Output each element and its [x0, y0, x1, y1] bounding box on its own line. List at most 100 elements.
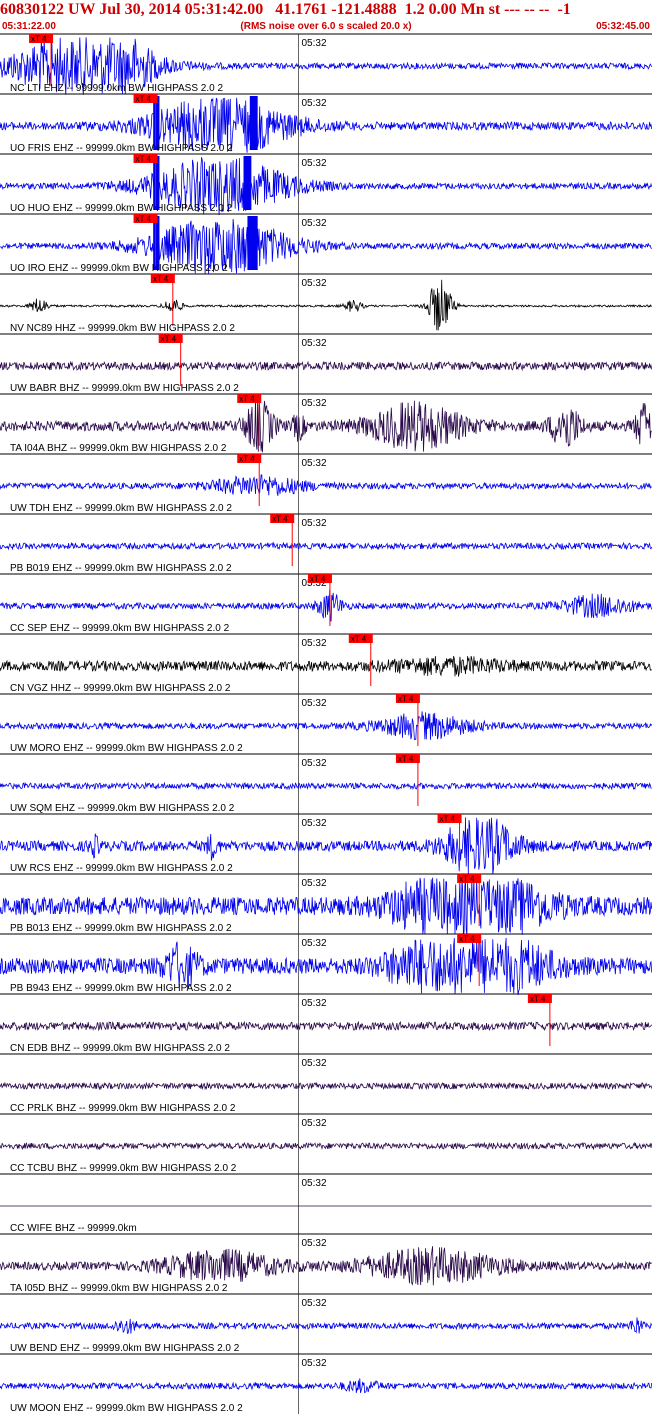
- waveform-trace: [0, 37, 652, 95]
- rms-note-label: (RMS noise over 6.0 s scaled 20.0 x): [240, 21, 412, 32]
- clipped-signal: [153, 156, 160, 210]
- pick-flag-label: xT 4: [398, 755, 414, 764]
- waveform-trace: [0, 360, 652, 372]
- pick-flag-label: xT 4: [530, 995, 546, 1004]
- pick-flag-label: xT 4: [161, 335, 177, 344]
- station-label: CC SEP EHZ -- 99999.0km BW HIGHPASS 2.0 …: [10, 623, 230, 634]
- station-label: NV NC89 HHZ -- 99999.0km BW HIGHPASS 2.0…: [10, 323, 235, 334]
- station-label: CN VGZ HHZ -- 99999.0km BW HIGHPASS 2.0 …: [10, 683, 231, 694]
- pick-flag: [237, 394, 262, 403]
- time-tick-label: 05:32: [302, 1178, 327, 1189]
- pick-flag: [348, 634, 373, 643]
- station-label: UW MOON EHZ -- 99999.0km BW HIGHPASS 2.0…: [10, 1403, 243, 1414]
- station-label: CC TCBU BHZ -- 99999.0km BW HIGHPASS 2.0…: [10, 1163, 237, 1174]
- time-tick-label: 05:32: [302, 1238, 327, 1249]
- waveform-trace: [0, 541, 652, 551]
- station-label: UW BEND EHZ -- 99999.0km BW HIGHPASS 2.0…: [10, 1343, 240, 1354]
- event-header-title: 60830122 UW Jul 30, 2014 05:31:42.00 41.…: [0, 1, 571, 18]
- pick-flag: [437, 814, 462, 823]
- station-label: CC WIFE BHZ -- 99999.0km: [10, 1223, 137, 1234]
- waveform-trace: [0, 1246, 652, 1286]
- station-label: PB B943 EHZ -- 99999.0km BW HIGHPASS 2.0…: [10, 983, 232, 994]
- time-tick-label: 05:32: [302, 578, 327, 589]
- pick-flag-label: xT 4: [136, 95, 152, 104]
- time-tick-label: 05:32: [302, 698, 327, 709]
- time-tick-label: 05:32: [302, 1058, 327, 1069]
- pick-flag: [270, 514, 295, 523]
- time-tick-label: 05:32: [302, 1118, 327, 1129]
- time-tick-label: 05:32: [302, 398, 327, 409]
- pick-flag: [457, 874, 482, 883]
- time-tick-label: 05:32: [302, 278, 327, 289]
- time-tick-label: 05:32: [302, 758, 327, 769]
- pick-flag-label: xT 4: [398, 695, 414, 704]
- pick-flag: [133, 154, 158, 163]
- pick-flag: [457, 934, 482, 943]
- pick-flag-label: xT 4: [153, 275, 169, 284]
- pick-flag: [527, 994, 552, 1003]
- clipped-signal: [153, 216, 160, 270]
- pick-flag: [133, 94, 158, 103]
- time-tick-label: 05:32: [302, 98, 327, 109]
- station-label: PB B013 EHZ -- 99999.0km BW HIGHPASS 2.0…: [10, 923, 232, 934]
- time-tick-label: 05:32: [302, 638, 327, 649]
- pick-flag: [307, 574, 332, 583]
- pick-flag-label: xT 4: [440, 815, 456, 824]
- start-time-label: 05:31:22.00: [2, 21, 56, 32]
- end-time-label: 05:32:45.00: [596, 21, 650, 32]
- time-tick-label: 05:32: [302, 518, 327, 529]
- clipped-signal: [153, 96, 160, 150]
- time-tick-label: 05:32: [302, 938, 327, 949]
- pick-flag-label: xT 4: [239, 455, 255, 464]
- station-label: TA I05D BHZ -- 99999.0km BW HIGHPASS 2.0…: [10, 1283, 228, 1294]
- pick-flag-label: xT 4: [239, 395, 255, 404]
- station-label: UO IRO EHZ -- 99999.0km BW HIGHPASS 2.0 …: [10, 263, 228, 274]
- time-tick-label: 05:32: [302, 1358, 327, 1369]
- time-tick-label: 05:32: [302, 218, 327, 229]
- station-label: CN EDB BHZ -- 99999.0km BW HIGHPASS 2.0 …: [10, 1043, 230, 1054]
- waveform-trace: [0, 1020, 652, 1032]
- waveform-trace: [0, 157, 652, 216]
- pick-flag-label: xT 4: [31, 35, 47, 44]
- waveform-trace: [0, 817, 652, 875]
- pick-flag: [29, 34, 54, 43]
- station-label: UW MORO EHZ -- 99999.0km BW HIGHPASS 2.0…: [10, 743, 243, 754]
- pick-flag-label: xT 4: [136, 215, 152, 224]
- waveform-trace: [0, 589, 652, 622]
- waveform-trace: [0, 877, 652, 935]
- pick-flag: [158, 334, 183, 343]
- time-tick-label: 05:32: [302, 818, 327, 829]
- time-tick-label: 05:32: [302, 458, 327, 469]
- pick-flag: [395, 754, 420, 763]
- waveform-trace: [0, 279, 652, 331]
- waveform-trace: [0, 937, 652, 995]
- clipped-signal: [243, 156, 252, 210]
- station-label: UW RCS EHZ -- 99999.0km BW HIGHPASS 2.0 …: [10, 863, 233, 874]
- waveform-trace: [0, 1317, 652, 1334]
- pick-flag: [133, 214, 158, 223]
- time-tick-label: 05:32: [302, 158, 327, 169]
- station-label: TA I04A BHZ -- 99999.0km BW HIGHPASS 2.0…: [10, 443, 227, 454]
- waveform-trace: [0, 1081, 652, 1091]
- waveform-trace: [0, 781, 652, 791]
- station-label: PB B019 EHZ -- 99999.0km BW HIGHPASS 2.0…: [10, 563, 232, 574]
- waveform-trace: [0, 1141, 652, 1151]
- time-tick-label: 05:32: [302, 38, 327, 49]
- station-label: CC PRLK BHZ -- 99999.0km BW HIGHPASS 2.0…: [10, 1103, 236, 1114]
- pick-flag-label: xT 4: [136, 155, 152, 164]
- clipped-signal: [249, 96, 258, 150]
- waveform-trace: [0, 655, 652, 677]
- station-label: UO HUO EHZ -- 99999.0km BW HIGHPASS 2.0 …: [10, 203, 233, 214]
- waveform-trace: [0, 474, 652, 496]
- waveform-trace: [0, 711, 652, 740]
- station-label: UW BABR BHZ -- 99999.0km BW HIGHPASS 2.0…: [10, 383, 239, 394]
- waveform-trace: [0, 399, 652, 453]
- pick-flag-label: xT 4: [459, 875, 475, 884]
- pick-flag-label: xT 4: [310, 575, 326, 584]
- pick-flag-label: xT 4: [459, 935, 475, 944]
- time-tick-label: 05:32: [302, 1298, 327, 1309]
- pick-flag-label: xT 4: [272, 515, 288, 524]
- pick-flag: [237, 454, 262, 463]
